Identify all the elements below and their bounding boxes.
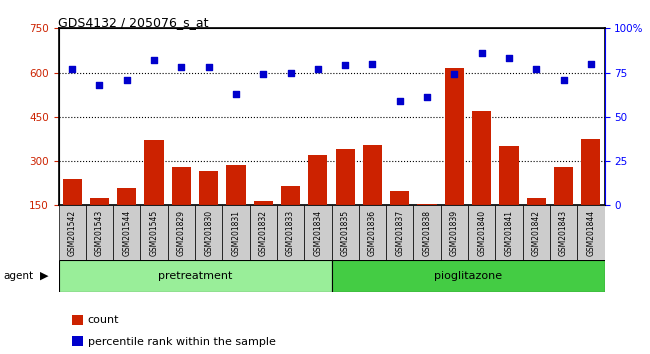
Bar [113,205,140,260]
Bar [581,139,601,250]
Point [340,63,350,68]
Point [449,72,460,77]
Bar [332,205,359,260]
Text: GSM201831: GSM201831 [231,210,240,256]
Bar [281,186,300,250]
Bar [304,205,332,260]
Text: GSM201836: GSM201836 [368,210,377,256]
Bar [554,167,573,250]
Bar [523,205,550,260]
Bar [226,166,246,250]
Text: agent: agent [3,271,33,281]
Bar [386,205,413,260]
Bar [499,146,519,250]
Point [395,98,405,104]
Bar [495,205,523,260]
Point [285,70,296,75]
Point [313,66,323,72]
Text: GSM201838: GSM201838 [422,210,432,256]
Bar [90,198,109,250]
Bar [172,167,191,250]
Point [149,57,159,63]
Bar [195,205,222,260]
Text: GSM201841: GSM201841 [504,210,514,256]
Point [586,61,596,67]
Point [176,64,187,70]
Text: GSM201837: GSM201837 [395,210,404,256]
Point [531,66,541,72]
Text: GSM201844: GSM201844 [586,210,595,256]
Bar [445,68,464,250]
Point [94,82,105,88]
Text: GSM201833: GSM201833 [286,210,295,256]
Bar [359,205,386,260]
Bar [468,205,495,260]
Bar [58,260,332,292]
Point [231,91,241,97]
Bar [62,179,82,250]
Point [367,61,378,67]
Point [122,77,132,82]
Bar [254,201,273,250]
Text: GSM201835: GSM201835 [341,210,350,256]
Bar [308,155,328,250]
Bar [144,141,164,250]
Bar [140,205,168,260]
Text: ▶: ▶ [40,271,49,281]
Bar [390,190,410,250]
Text: GSM201840: GSM201840 [477,210,486,256]
Point [476,50,487,56]
Text: pretreatment: pretreatment [158,271,232,281]
Text: GSM201839: GSM201839 [450,210,459,256]
Text: percentile rank within the sample: percentile rank within the sample [88,337,276,347]
Bar [472,111,491,250]
Text: GSM201843: GSM201843 [559,210,568,256]
Text: GSM201832: GSM201832 [259,210,268,256]
Text: GSM201842: GSM201842 [532,210,541,256]
Bar [413,205,441,260]
Point [203,64,214,70]
Text: GDS4132 / 205076_s_at: GDS4132 / 205076_s_at [58,16,209,29]
Point [504,56,514,61]
Bar [86,205,113,260]
Text: GSM201543: GSM201543 [95,210,104,256]
Bar [332,260,604,292]
Bar [363,145,382,250]
Text: GSM201830: GSM201830 [204,210,213,256]
Bar [335,149,355,250]
Bar [168,205,195,260]
Text: count: count [88,315,119,325]
Bar [550,205,577,260]
Bar [441,205,468,260]
Text: GSM201542: GSM201542 [68,210,77,256]
Bar [277,205,304,260]
Bar [199,171,218,250]
Text: pioglitazone: pioglitazone [434,271,502,281]
Bar [577,205,605,260]
Bar [117,188,136,250]
Point [258,72,268,77]
Bar [58,205,86,260]
Bar [250,205,277,260]
Point [558,77,569,82]
Point [422,95,432,100]
Bar [222,205,250,260]
Text: GSM201829: GSM201829 [177,210,186,256]
Bar [526,198,546,250]
Text: GSM201544: GSM201544 [122,210,131,256]
Bar [417,204,437,250]
Point [67,66,77,72]
Text: GSM201834: GSM201834 [313,210,322,256]
Text: GSM201545: GSM201545 [150,210,159,256]
